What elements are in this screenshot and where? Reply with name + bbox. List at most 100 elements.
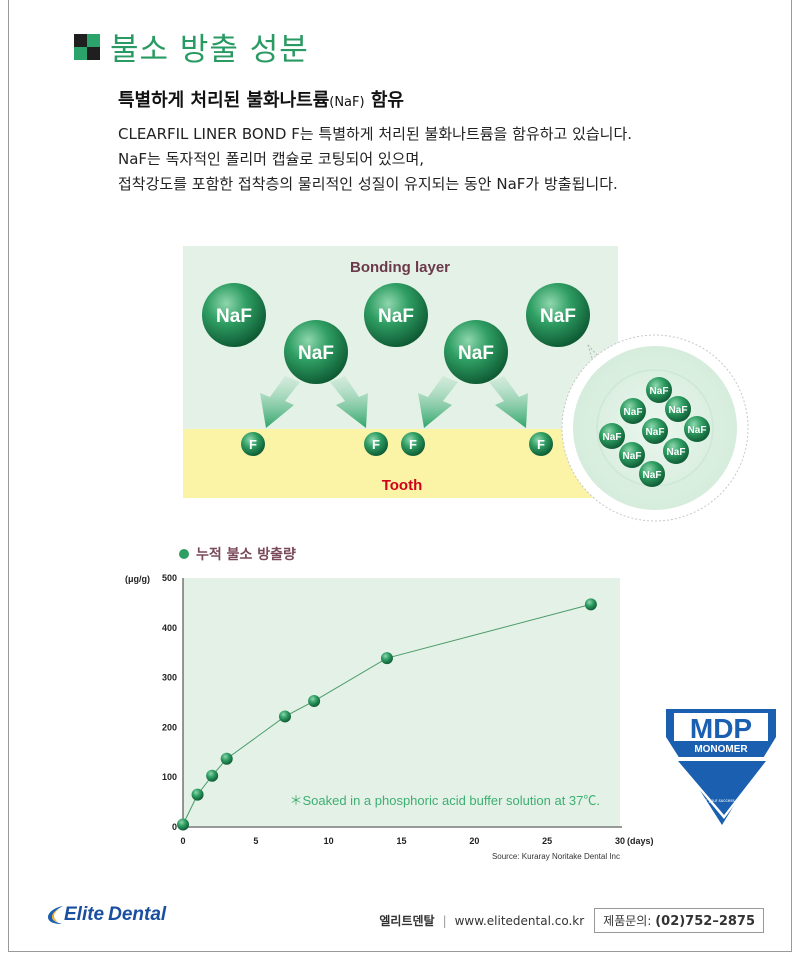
naf-small-sphere: NaF: [620, 398, 646, 424]
x-tick-label: 0: [180, 836, 185, 846]
data-point: [584, 598, 597, 611]
svg-text:F: F: [372, 437, 380, 452]
naf-small-sphere: NaF: [684, 416, 710, 442]
svg-text:NaF: NaF: [669, 405, 688, 416]
svg-text:F: F: [537, 437, 545, 452]
chart-annotation: ＊Soaked in a phosphoric acid buffer solu…: [289, 793, 600, 808]
fluoride-release-diagram: Bonding layer Tooth NaF NaF NaF NaF NaF …: [183, 246, 749, 522]
x-tick-labels: 0 5 10 15 20 25 30: [180, 836, 625, 846]
legend-dot-icon: [179, 549, 189, 559]
contact-box: 제품문의: (02)752–2875: [594, 908, 764, 933]
x-axis-unit: (days): [627, 836, 654, 846]
naf-small-sphere: NaF: [639, 461, 665, 487]
y-tick-label: 500: [162, 573, 177, 583]
square-grid-icon: [74, 33, 100, 60]
logo-dental: Dental: [108, 904, 167, 925]
svg-text:NaF: NaF: [458, 343, 494, 364]
svg-text:NaF: NaF: [624, 407, 643, 418]
naf-sphere: NaF: [444, 320, 508, 384]
svg-text:NaF: NaF: [650, 386, 669, 397]
footer-divider: |: [442, 913, 447, 928]
bonding-layer-label: Bonding layer: [350, 259, 450, 276]
y-tick-label: 400: [162, 623, 177, 633]
capsule-magnified-bubble: NaF NaF NaF NaF NaF NaF NaF NaF NaF: [561, 334, 749, 522]
svg-text:NaF: NaF: [643, 470, 662, 481]
x-tick-label: 25: [542, 836, 552, 846]
svg-text:NaF: NaF: [688, 425, 707, 436]
page-frame: [8, 0, 792, 952]
mdp-monomer-badge: MDP MONOMER Innovating for your success: [666, 709, 776, 825]
logo-elite: Elite: [64, 904, 105, 925]
naf-small-sphere: NaF: [665, 396, 691, 422]
paragraph-line: 접착강도를 포함한 접착층의 물리적인 성질이 유지되는 동안 NaF가 방출됩…: [118, 175, 618, 193]
arrow-icon: [260, 376, 300, 428]
fluoride-release-chart: 누적 불소 방출량 (μg/g) (days) 0100200300400500…: [125, 546, 654, 861]
footer-info: 엘리트덴탈 | www.elitedental.co.kr 제품문의: (02)…: [379, 908, 764, 933]
naf-small-sphere: NaF: [646, 377, 672, 403]
data-point: [278, 710, 291, 723]
svg-text:NaF: NaF: [540, 306, 576, 327]
svg-text:F: F: [409, 437, 417, 452]
data-point: [380, 652, 393, 665]
mdp-tag: Innovating for your success: [680, 798, 736, 803]
contact-label: 제품문의:: [603, 914, 652, 928]
arrow-icon: [330, 376, 368, 428]
f-ion: F: [529, 432, 553, 456]
logo-swoosh-icon: [48, 906, 63, 924]
naf-sphere: NaF: [284, 320, 348, 384]
data-point: [308, 695, 321, 708]
svg-text:NaF: NaF: [667, 447, 686, 458]
release-arrows: [260, 376, 528, 428]
mdp-title: MDP: [690, 713, 752, 744]
y-tick-label: 0: [172, 822, 177, 832]
subtitle-main: 특별하게 처리된 불화나트륨: [118, 90, 330, 111]
naf-small-sphere: NaF: [642, 418, 668, 444]
x-tick-label: 10: [324, 836, 334, 846]
data-point: [191, 788, 204, 801]
y-tick-label: 200: [162, 722, 177, 732]
f-ion: F: [364, 432, 388, 456]
naf-molecules: NaF NaF NaF NaF NaF: [202, 283, 590, 384]
y-tick-label: 300: [162, 673, 177, 683]
description-paragraph: CLEARFIL LINER BOND F는 특별하게 처리된 불화나트륨을 함…: [118, 122, 632, 197]
fluoride-ions: F F F F: [241, 432, 553, 456]
svg-text:NaF: NaF: [298, 343, 334, 364]
svg-text:NaF: NaF: [623, 451, 642, 462]
naf-sphere: NaF: [526, 283, 590, 347]
paragraph-line: NaF는 독자적인 폴리머 캡슐로 코팅되어 있으며,: [118, 150, 425, 168]
naf-sphere: NaF: [364, 283, 428, 347]
naf-small-sphere: NaF: [663, 438, 689, 464]
x-tick-label: 5: [253, 836, 258, 846]
data-point: [177, 818, 189, 831]
x-tick-label: 30: [615, 836, 625, 846]
website-link[interactable]: www.elitedental.co.kr: [454, 913, 585, 928]
svg-text:NaF: NaF: [603, 432, 622, 443]
paragraph-line: CLEARFIL LINER BOND F는 특별하게 처리된 불화나트륨을 함…: [118, 125, 633, 143]
svg-text:NaF: NaF: [378, 306, 414, 327]
naf-small-sphere: NaF: [619, 442, 645, 468]
f-ion: F: [401, 432, 425, 456]
naf-small-sphere: NaF: [599, 423, 625, 449]
page-title: 불소 방출 성분: [110, 32, 309, 68]
f-ion: F: [241, 432, 265, 456]
tooth-label: Tooth: [382, 477, 423, 494]
svg-text:NaF: NaF: [646, 427, 665, 438]
contact-phone[interactable]: (02)752–2875: [655, 914, 755, 929]
y-axis-unit: (μg/g): [125, 574, 150, 584]
data-point: [220, 752, 233, 765]
naf-cluster: NaF NaF NaF NaF NaF NaF NaF NaF NaF: [599, 377, 710, 487]
subtitle-small: (NaF): [329, 95, 365, 110]
chart-source: Source: Kuraray Noritake Dental Inc: [492, 852, 620, 861]
series-line: [177, 598, 597, 831]
subtitle-end: 함유: [364, 90, 404, 111]
x-tick-label: 20: [469, 836, 479, 846]
y-tick-label: 100: [162, 772, 177, 782]
chart-title: 누적 불소 방출량: [196, 546, 296, 563]
y-tick-labels: 0 100 200 300 400 500: [162, 573, 177, 832]
data-point: [206, 769, 219, 782]
naf-sphere: NaF: [202, 283, 266, 347]
mdp-sub: MONOMER: [694, 744, 748, 755]
plot-area: [183, 578, 620, 826]
company-name: 엘리트덴탈: [379, 914, 435, 928]
